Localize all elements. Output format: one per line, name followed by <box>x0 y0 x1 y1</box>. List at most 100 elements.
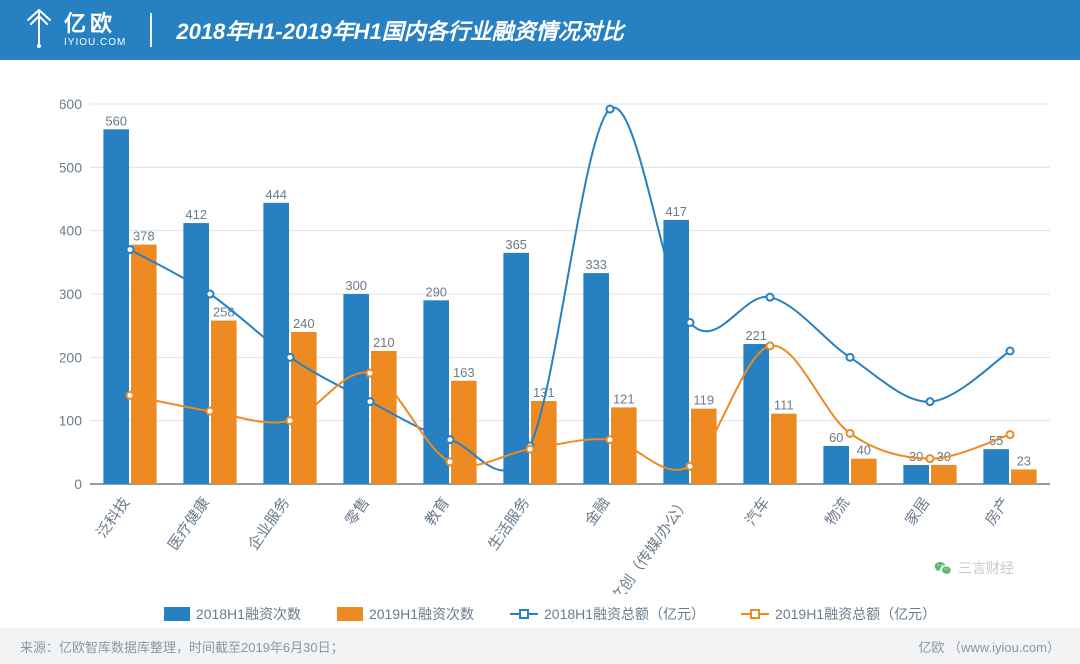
svg-text:汽车: 汽车 <box>742 495 773 529</box>
logo: 亿欧 IYIOU.COM <box>24 8 126 53</box>
svg-text:家居: 家居 <box>902 495 933 529</box>
footer-site: 亿欧 （www.iyiou.com） <box>918 637 1060 656</box>
bar-2019 <box>211 321 237 484</box>
bar-2019 <box>531 401 557 484</box>
bar-2018 <box>103 129 129 484</box>
svg-text:111: 111 <box>774 398 794 413</box>
logo-icon <box>24 8 54 53</box>
svg-text:400: 400 <box>60 223 82 239</box>
svg-text:教育: 教育 <box>422 495 453 529</box>
svg-text:金融: 金融 <box>582 495 613 529</box>
line-2018-marker <box>447 436 454 443</box>
line-2019-marker <box>367 370 374 377</box>
bar-2018 <box>823 446 849 484</box>
svg-text:100: 100 <box>60 413 82 429</box>
page-title: 2018年H1-2019年H1国内各行业融资情况对比 <box>176 14 623 46</box>
combo-chart: 0100200300400500600560378泛科技412258医疗健康44… <box>60 84 1060 594</box>
svg-text:泛科技: 泛科技 <box>94 495 134 542</box>
svg-text:121: 121 <box>613 391 635 406</box>
logo-main-text: 亿欧 <box>64 12 126 36</box>
svg-text:412: 412 <box>185 207 207 222</box>
legend-label: 2019H1融资总额（亿元） <box>775 604 936 624</box>
legend: 2018H1融资次数 2019H1融资次数 2018H1融资总额（亿元） 2019H1… <box>60 604 1040 624</box>
header-divider <box>150 13 152 47</box>
legend-swatch <box>337 607 363 621</box>
svg-text:290: 290 <box>425 284 447 299</box>
svg-text:365: 365 <box>505 237 527 252</box>
line-2018-marker <box>287 354 294 361</box>
bar-2019 <box>371 351 397 484</box>
svg-text:300: 300 <box>345 278 367 293</box>
legend-swatch <box>510 613 538 615</box>
line-2018-marker <box>847 354 854 361</box>
svg-text:560: 560 <box>105 113 127 128</box>
line-2019-marker <box>447 458 454 465</box>
legend-item: 2018H1融资总额（亿元） <box>510 604 705 624</box>
svg-text:444: 444 <box>265 187 287 202</box>
svg-text:文创（传媒/办公）: 文创（传媒/办公） <box>608 495 693 594</box>
svg-text:163: 163 <box>453 365 475 380</box>
bar-2018 <box>583 273 609 484</box>
line-2018-marker <box>367 398 374 405</box>
bar-2019 <box>611 407 637 484</box>
svg-text:210: 210 <box>373 335 395 350</box>
svg-text:零售: 零售 <box>342 495 373 529</box>
bar-2018 <box>743 344 769 484</box>
line-2018-marker <box>1007 348 1014 355</box>
line-2019-marker <box>687 463 694 470</box>
bar-2019 <box>691 409 717 484</box>
svg-text:119: 119 <box>693 393 714 408</box>
chart-area: 0100200300400500600560378泛科技412258医疗健康44… <box>0 60 1080 620</box>
svg-text:258: 258 <box>213 305 235 320</box>
line-2019-marker <box>127 392 134 399</box>
svg-text:333: 333 <box>585 257 607 272</box>
legend-item: 2019H1融资次数 <box>337 604 474 624</box>
line-2019-marker <box>207 408 214 415</box>
line-2018-marker <box>127 246 134 253</box>
svg-text:60: 60 <box>829 430 843 445</box>
wechat-icon <box>934 559 952 577</box>
line-2019-marker <box>527 446 534 453</box>
line-2019-marker <box>847 430 854 437</box>
watermark: 三言财经 <box>928 556 1020 580</box>
line-2018-marker <box>207 291 214 298</box>
svg-text:600: 600 <box>60 96 82 112</box>
svg-text:378: 378 <box>133 229 155 244</box>
legend-item: 2018H1融资次数 <box>164 604 301 624</box>
svg-text:0: 0 <box>74 476 82 492</box>
footer-bar: 来源：亿欧智库数据库整理，时间截至2019年6月30日； 亿欧 （www.iyi… <box>0 628 1080 664</box>
bar-2018 <box>183 223 209 484</box>
svg-text:417: 417 <box>665 204 687 219</box>
line-2019-marker <box>927 455 934 462</box>
line-2018 <box>130 108 1010 471</box>
svg-text:23: 23 <box>1017 453 1031 468</box>
line-2019-marker <box>607 436 614 443</box>
bar-2019 <box>1011 469 1037 484</box>
svg-text:企业服务: 企业服务 <box>244 494 293 553</box>
line-2018-marker <box>607 106 614 113</box>
legend-label: 2018H1融资次数 <box>196 604 301 624</box>
bar-2019 <box>451 381 477 484</box>
svg-text:医疗健康: 医疗健康 <box>165 495 213 554</box>
bar-2018 <box>903 465 929 484</box>
line-2019-marker <box>1007 431 1014 438</box>
svg-text:500: 500 <box>60 159 82 175</box>
line-2018-marker <box>687 319 694 326</box>
svg-text:物流: 物流 <box>822 495 853 529</box>
bar-2018 <box>423 300 449 484</box>
bar-2019 <box>131 245 157 484</box>
source-text: 来源：亿欧智库数据库整理，时间截至2019年6月30日； <box>20 637 344 656</box>
line-2018-marker <box>927 398 934 405</box>
line-2019 <box>130 346 1010 470</box>
svg-text:240: 240 <box>293 316 315 331</box>
bar-2019 <box>931 465 957 484</box>
svg-text:300: 300 <box>60 286 82 302</box>
line-2019-marker <box>767 342 774 349</box>
watermark-text: 三言财经 <box>958 558 1014 578</box>
bar-2019 <box>851 459 877 484</box>
legend-label: 2019H1融资次数 <box>369 604 474 624</box>
legend-item: 2019H1融资总额（亿元） <box>741 604 936 624</box>
line-2018-marker <box>767 294 774 301</box>
legend-swatch <box>164 607 190 621</box>
line-2019-marker <box>287 417 294 424</box>
